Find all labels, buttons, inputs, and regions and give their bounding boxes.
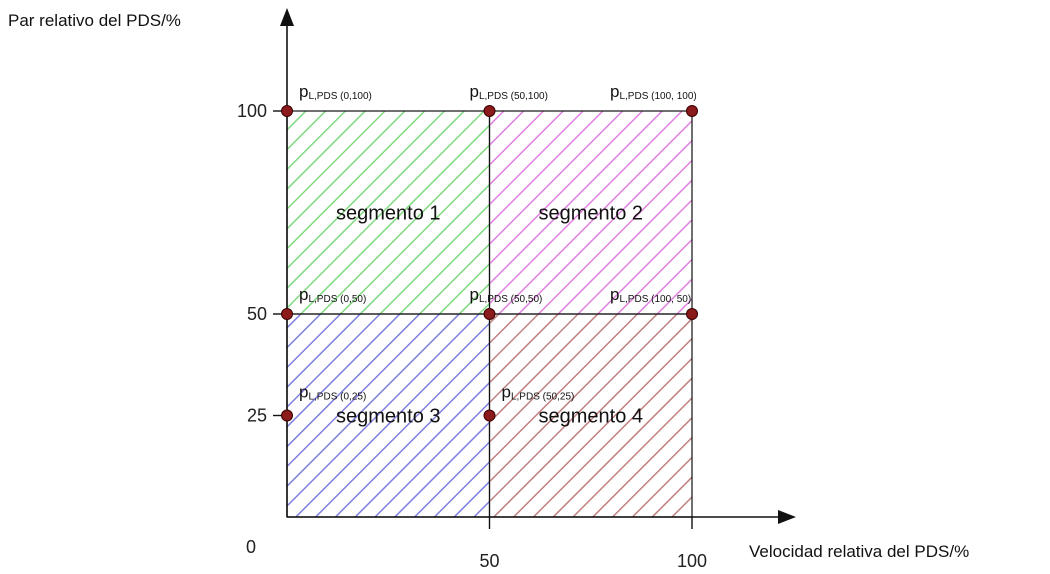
point-label-100-100: pL,PDS (100, 100) xyxy=(610,82,697,102)
segment-area-3 xyxy=(286,313,491,518)
segment-area-2 xyxy=(488,110,693,315)
point-50-100 xyxy=(483,105,496,117)
origin-label: 0 xyxy=(246,537,256,557)
y-tick-label-50: 50 xyxy=(247,304,267,324)
y-axis-arrow xyxy=(280,8,294,26)
y-tick-label-25: 25 xyxy=(247,406,267,426)
point-label-0-50: pL,PDS (0,50) xyxy=(299,285,366,305)
point-50-50 xyxy=(483,308,496,320)
segment-area-1 xyxy=(286,110,491,315)
point-label-50-25: pL,PDS (50,25) xyxy=(502,383,575,403)
point-label-0-100: pL,PDS (0,100) xyxy=(299,82,372,102)
point-0-100 xyxy=(281,105,293,117)
x-axis-title: Velocidad relativa del PDS/% xyxy=(749,542,969,561)
x-axis-arrow xyxy=(778,510,796,524)
point-label-100-50: pL,PDS (100, 50) xyxy=(610,285,691,305)
axes-layer: Par relativo del PDS/% Velocidad relativ… xyxy=(8,8,969,561)
x-tick-label-50: 50 xyxy=(479,551,499,571)
segment-label-1: segmento 1 xyxy=(336,203,441,225)
segment-label-4: segmento 4 xyxy=(538,406,643,428)
segment-label-3: segmento 3 xyxy=(336,406,441,428)
y-tick-label-100: 100 xyxy=(237,101,267,121)
segment-area-4 xyxy=(488,313,693,518)
point-0-25 xyxy=(281,409,293,422)
point-label-50-50: pL,PDS (50,50) xyxy=(470,285,543,305)
point-0-50 xyxy=(281,308,293,320)
y-axis-title: Par relativo del PDS/% xyxy=(8,11,181,30)
point-100-50 xyxy=(686,308,698,320)
point-100-100 xyxy=(686,105,698,117)
point-label-0-25: pL,PDS (0,25) xyxy=(299,383,366,403)
points-layer: pL,PDS (0,100) pL,PDS (50,100) pL,PDS (100… xyxy=(281,82,698,422)
point-label-50-100: pL,PDS (50,100) xyxy=(470,82,548,102)
segment-label-2: segmento 2 xyxy=(538,203,643,225)
segments-layer: segmento 1 segmento 2 segmento 3 segmento 4 xyxy=(286,110,693,518)
x-tick-label-100: 100 xyxy=(677,551,707,571)
point-50-25 xyxy=(483,409,496,422)
